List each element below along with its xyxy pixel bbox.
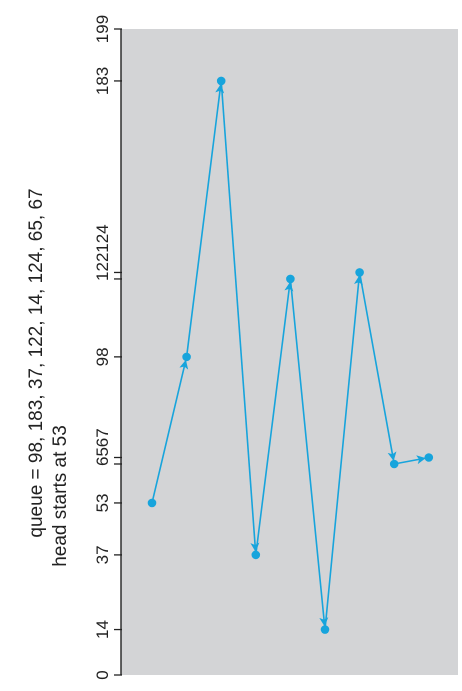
axis-ticks: [114, 28, 122, 676]
move-37-to-122: [255, 282, 294, 552]
request-point-14: [320, 625, 330, 634]
move-98-to-183: [186, 84, 225, 353]
request-point-67: [424, 453, 434, 462]
tick-label-122: 122: [93, 253, 112, 281]
tick-label-98: 98: [93, 347, 112, 366]
request-point-65: [389, 459, 399, 469]
request-point-37: [251, 550, 261, 560]
move-53-to-98: [152, 359, 189, 500]
tick-label-65: 65: [93, 447, 112, 466]
request-point-124: [355, 268, 364, 277]
tick-label-53: 53: [93, 493, 112, 512]
head-movement-path: [152, 84, 426, 627]
request-point-122: [286, 274, 295, 284]
move-14-to-124: [324, 275, 363, 626]
move-122-to-14: [289, 282, 329, 627]
move-124-to-65: [359, 276, 397, 461]
request-point-98: [182, 352, 191, 362]
request-point-183: [216, 76, 226, 86]
tick-label-14: 14: [93, 620, 112, 639]
tick-label-37: 37: [93, 545, 112, 564]
tick-label-199: 199: [93, 15, 112, 43]
move-65-to-67: [397, 455, 426, 465]
head-start-caption: head starts at 53: [50, 425, 71, 567]
tick-label-0: 0: [93, 670, 112, 679]
plot-background: [121, 29, 458, 675]
tick-label-183: 183: [93, 67, 112, 95]
queue-caption: queue = 98, 183, 37, 122, 14, 124, 65, 6…: [26, 188, 47, 537]
tick-label-124: 124: [93, 224, 112, 252]
tick-label-67: 67: [93, 428, 112, 447]
request-points: [147, 76, 434, 634]
move-183-to-37: [220, 84, 260, 552]
head-start-point: [147, 498, 157, 508]
